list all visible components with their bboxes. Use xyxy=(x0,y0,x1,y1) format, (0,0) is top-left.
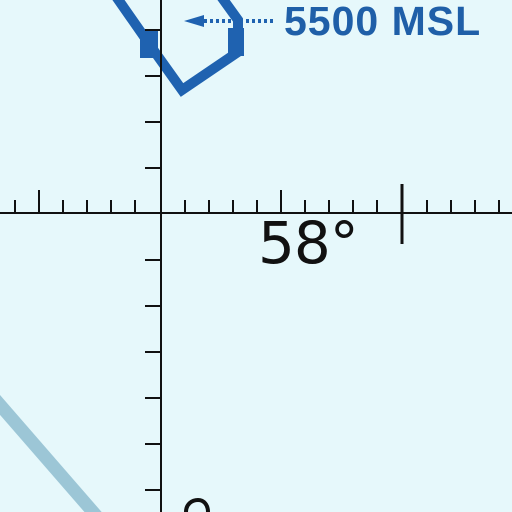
latitude-label: 58° xyxy=(258,209,359,277)
route-line-icon xyxy=(0,394,102,512)
meridian-line xyxy=(145,0,162,512)
airspace-boundary-icon xyxy=(112,0,244,97)
leader-arrow-icon xyxy=(184,15,274,27)
airspace-altitude-label: 5500 MSL xyxy=(284,0,482,44)
parallel-line xyxy=(0,190,512,214)
partial-glyph xyxy=(184,497,210,512)
